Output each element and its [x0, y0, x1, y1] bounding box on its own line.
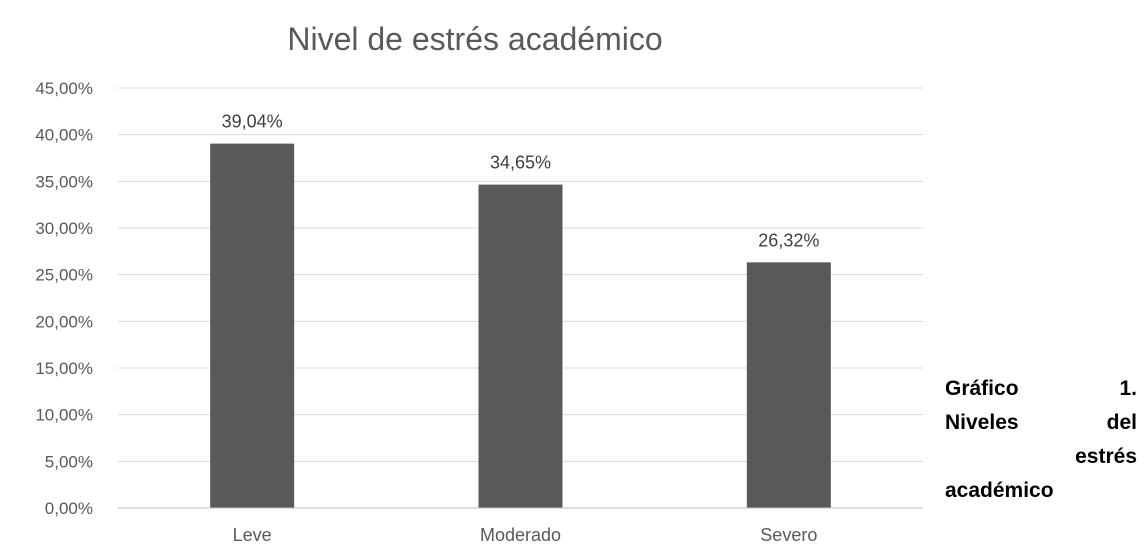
y-tick-label: 5,00%: [45, 452, 93, 471]
caption-text: estrés: [1075, 445, 1137, 468]
data-label: 26,32%: [758, 230, 819, 250]
data-labels: 39,04% 34,65% 26,32%: [222, 112, 820, 251]
y-tick-label: 0,00%: [45, 499, 93, 518]
y-tick-label: 45,00%: [35, 79, 93, 98]
caption-text: académico: [945, 479, 1054, 502]
caption-text: Gráfico: [945, 377, 1019, 400]
y-tick-label: 35,00%: [35, 172, 93, 191]
data-label: 39,04%: [222, 112, 283, 132]
bar: [746, 262, 831, 508]
y-axis-tick-labels: 0,00% 5,00% 10,00% 15,00% 20,00% 25,00% 30,00%…: [35, 79, 93, 518]
bars: [210, 143, 831, 509]
data-label: 34,65%: [490, 153, 551, 173]
y-tick-label: 40,00%: [35, 126, 93, 145]
x-category-label: Moderado: [480, 525, 561, 545]
x-axis-category-labels: Leve Moderado Severo: [233, 525, 818, 545]
y-tick-label: 10,00%: [35, 406, 93, 425]
x-category-label: Severo: [760, 525, 817, 545]
caption-text: 1.: [1119, 377, 1137, 400]
y-tick-label: 30,00%: [35, 219, 93, 238]
bar: [210, 143, 295, 509]
caption-line: académico: [945, 474, 1137, 508]
y-tick-label: 25,00%: [35, 266, 93, 285]
chart-title: Nivel de estrés académico: [287, 21, 662, 57]
y-tick-label: 15,00%: [35, 359, 93, 378]
caption-text: del: [1106, 411, 1137, 434]
caption-line: Gráfico 1.: [945, 372, 1137, 406]
caption-line: Niveles del: [945, 406, 1137, 440]
x-category-label: Leve: [233, 525, 272, 545]
y-tick-label: 20,00%: [35, 312, 93, 331]
bar: [478, 184, 563, 508]
figure-caption: Gráfico 1. Niveles del estrés académico: [945, 372, 1137, 508]
bar-chart: Nivel de estrés académico 0,00% 5,00% 10,0…: [35, 21, 923, 545]
caption-line: estrés: [945, 440, 1137, 474]
caption-text: Niveles: [945, 411, 1019, 434]
